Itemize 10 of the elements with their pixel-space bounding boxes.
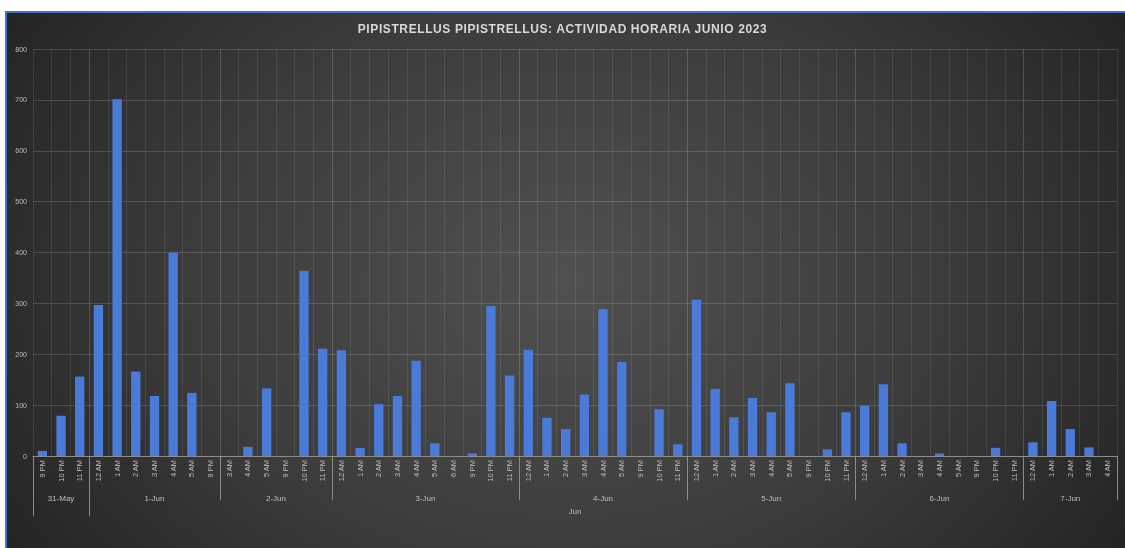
x-axis-title: 5-Jun	[761, 493, 782, 503]
x-axis-title: 1-Jun	[144, 493, 165, 503]
x-axis-title: 7-Jun	[1060, 493, 1081, 503]
text: Jun	[568, 506, 582, 516]
x-axis-title: 3-Jun	[415, 493, 436, 503]
x-axis-title: 4-Jun	[593, 493, 614, 503]
x-axis-title: 6-Jun	[929, 493, 950, 503]
x-axis-title: 31-May	[47, 493, 75, 503]
x-axis-title: 2-Jun	[265, 493, 286, 503]
chart-title: PIPISTRELLUS PIPISTRELLUS: ACTIVIDAD HORARIA JUNIO 2023	[357, 22, 768, 36]
